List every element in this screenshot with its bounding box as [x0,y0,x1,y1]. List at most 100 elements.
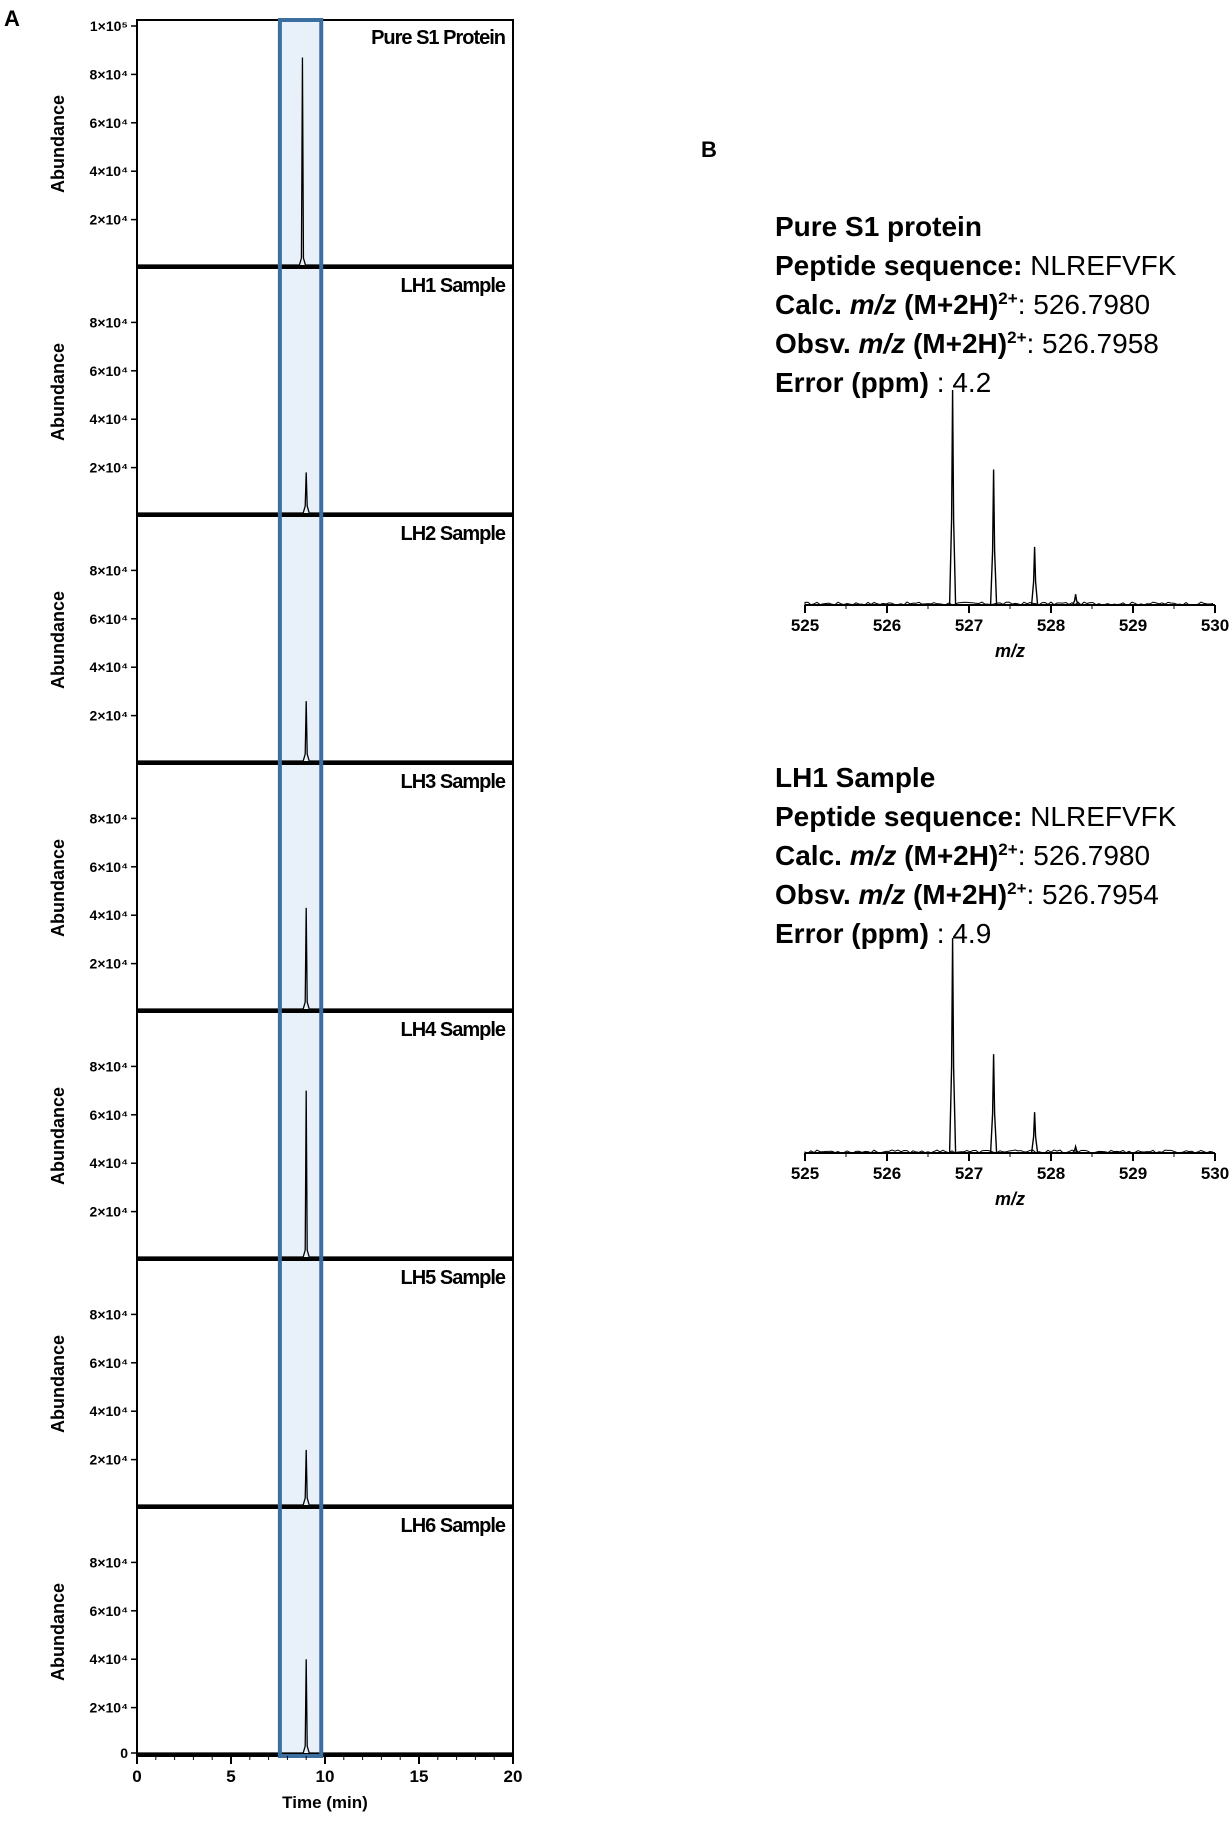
sample-label: Pure S1 Protein [371,27,505,49]
obsv-value: : 526.7954 [1026,879,1159,910]
spectrum-peak [948,389,957,606]
sample-label: LH6 Sample [401,1515,506,1537]
y-tick-label: 4×10⁴ [90,1155,129,1171]
y-tick-label: 8×10⁴ [90,562,129,578]
sample-label: LH3 Sample [401,771,506,793]
peptide-value: NLREFVFK [1030,801,1177,832]
highlight-box [277,18,324,1758]
y-tick-label: 4×10⁴ [90,163,129,179]
y-tick-label: 2×10⁴ [90,460,129,476]
y-tick-label: 4×10⁴ [90,1403,129,1419]
error-label: Error (ppm) [775,918,929,949]
subplot-frame [136,763,514,1013]
x-tick-label: 526 [873,616,901,635]
panel-label-b: B [701,137,717,162]
spectrum-peak [1072,1143,1080,1154]
spectrum-peak [1030,546,1039,606]
error-value: : 4.2 [929,367,992,398]
x-tick-label: 526 [873,1164,901,1183]
x-tick-label: 530 [1201,1164,1229,1183]
x-axis-label: m/z [995,1189,1025,1209]
obsv-label: Obsv. m/z (M+2H)2+ [775,328,1027,359]
y-tick-label-zero: 0 [120,1745,128,1761]
y-axis-label: Abundance [48,343,68,441]
peptide-label: Peptide sequence: [775,801,1023,832]
y-tick-label: 6×10⁴ [90,115,129,131]
y-tick-label: 4×10⁴ [90,411,129,427]
spectrum-title: Pure S1 protein [775,211,982,242]
y-tick-label: 6×10⁴ [90,1107,129,1123]
x-axis-label: Time (min) [282,1793,368,1812]
x-tick-label: 0 [132,1767,141,1786]
y-tick-label: 8×10⁴ [90,66,129,82]
calc-value: : 526.7980 [1017,840,1151,871]
x-tick-label: 525 [791,616,819,635]
sample-label: LH5 Sample [401,1267,506,1289]
y-tick-label: 2×10⁴ [90,1452,129,1468]
chromatogram-peak [137,57,513,266]
spectrum-peak [989,469,998,606]
calc-label: Calc. m/z (M+2H)2+ [775,289,1018,320]
subplot-frame [136,19,514,269]
x-tick-label: 529 [1119,616,1147,635]
peptide-value: NLREFVFK [1030,250,1177,281]
x-tick-label: 530 [1201,616,1229,635]
chromatogram-peak [137,472,513,514]
highlight-region [279,20,322,1756]
y-tick-label: 8×10⁴ [90,1058,129,1074]
sample-label: LH4 Sample [401,1019,506,1041]
error-value: : 4.9 [929,918,992,949]
y-tick-label: 2×10⁴ [90,956,129,972]
y-axis-label: Abundance [48,839,68,937]
y-tick-label: 2×10⁴ [90,708,129,724]
x-tick-label: 529 [1119,1164,1147,1183]
spectrum-peak [948,937,957,1154]
subplot-frame [136,1259,514,1509]
x-tick-label: 527 [955,1164,983,1183]
x-tick-label: 527 [955,616,983,635]
obsv-value: : 526.7958 [1026,328,1159,359]
x-tick-label: 528 [1037,616,1065,635]
mass-spectrum-pure: 525 526 527 528 529 530 m/z [791,389,1229,661]
y-tick-label: 6×10⁴ [90,363,129,379]
x-tick-label: 5 [226,1767,235,1786]
x-tick-label: 525 [791,1164,819,1183]
spectrum-title: LH1 Sample [775,762,936,793]
y-axis-label: Abundance [48,1583,68,1681]
chromatogram-peak [137,907,513,1010]
sample-label: LH1 Sample [401,275,506,297]
spectrum-info-pure: Pure S1 protein Peptide sequence: NLREFV… [775,207,1176,402]
calc-label: Calc. m/z (M+2H)2+ [775,840,1018,871]
y-tick-label: 6×10⁴ [90,1603,129,1619]
y-tick-label: 8×10⁴ [90,1554,129,1570]
chromatogram-stack: Pure S1 Protein 1×10⁵ 8×10⁴ 6×10⁴ 4×10⁴ 2×10⁴… [48,18,523,1812]
chromatogram-peak [137,1659,513,1754]
y-tick-label: 6×10⁴ [90,611,129,627]
x-tick-label: 528 [1037,1164,1065,1183]
y-tick-label: 8×10⁴ [90,314,129,330]
spectrum-info-lh1: LH1 Sample Peptide sequence: NLREFVFK Ca… [775,758,1176,953]
x-tick-label: 20 [504,1767,523,1786]
x-tick-label: 15 [410,1767,429,1786]
spectrum-peak [1030,1112,1039,1154]
y-axis-label: Abundance [48,95,68,193]
subplot-frame [136,267,514,517]
chromatogram-peak [137,701,513,762]
peptide-label: Peptide sequence: [775,250,1023,281]
y-tick-label: 2×10⁴ [90,1204,129,1220]
y-axis-label: Abundance [48,1087,68,1185]
error-label: Error (ppm) [775,367,929,398]
y-axis-label: Abundance [48,1335,68,1433]
y-tick-label: 4×10⁴ [90,907,129,923]
x-tick-label: 10 [316,1767,335,1786]
y-axis-label: Abundance [48,591,68,689]
chromatogram-peak [137,1449,513,1506]
y-tick-label: 8×10⁴ [90,1306,129,1322]
y-tick-label: 8×10⁴ [90,810,129,826]
panel-label-a: A [4,6,20,31]
spectrum-peak [1071,594,1080,606]
y-tick-label: 4×10⁴ [90,659,129,675]
spectrum-peak [989,1054,998,1154]
subplot-frame [136,1011,514,1261]
x-axis-label: m/z [995,641,1025,661]
